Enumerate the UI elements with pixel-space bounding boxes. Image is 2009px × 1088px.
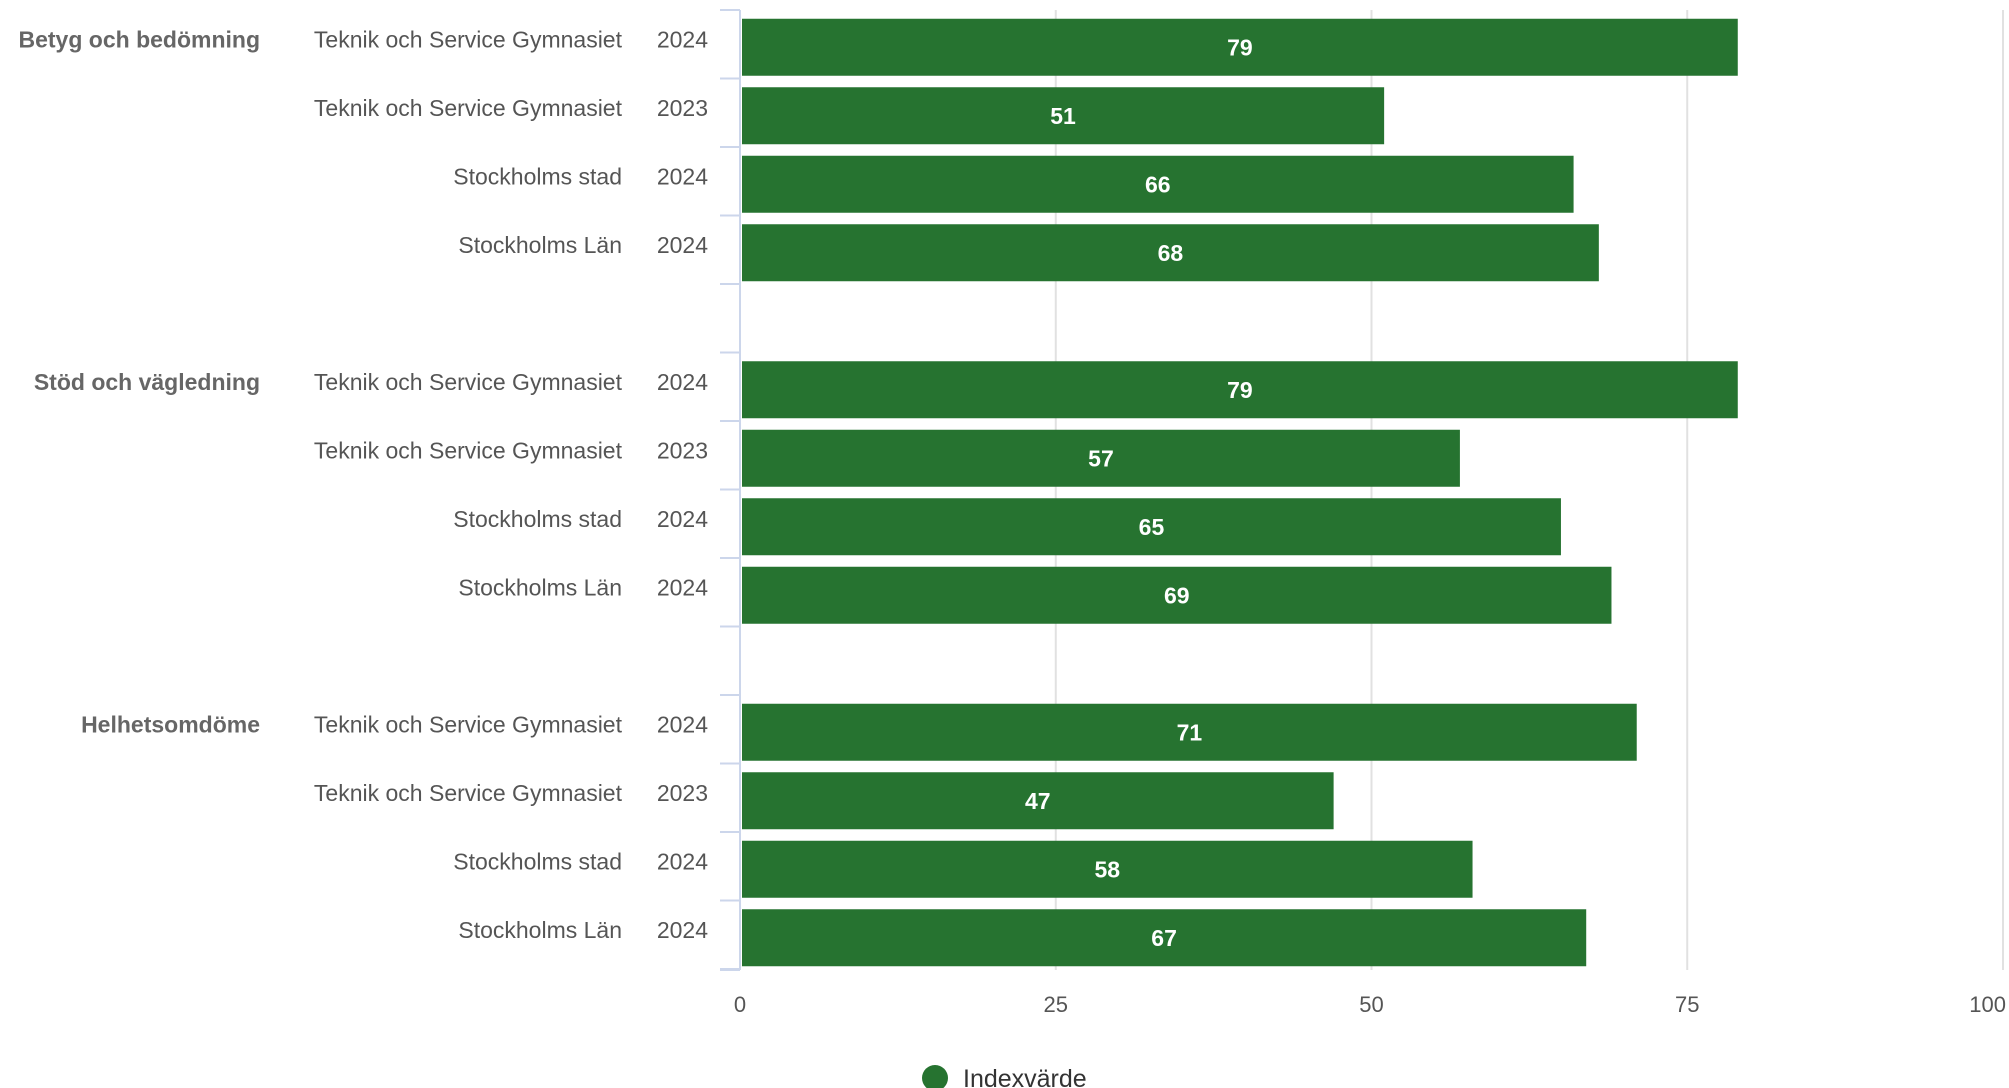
bar[interactable] [742,429,1460,487]
data-label: 57 [1088,445,1114,471]
data-label: 58 [1094,856,1120,882]
category-label: Stockholms Län [458,232,622,258]
x-tick-label: 25 [1044,992,1068,1017]
legend-marker[interactable] [922,1065,948,1088]
year-label: 2023 [657,780,708,806]
data-label: 66 [1145,171,1171,197]
data-label: 79 [1227,377,1253,403]
data-label: 65 [1139,514,1165,540]
bar[interactable] [742,155,1574,213]
bar[interactable] [742,18,1738,76]
year-label: 2023 [657,95,708,121]
legend[interactable]: Indexvärde [922,1065,1087,1088]
year-label: 2024 [657,26,708,52]
data-label: 69 [1164,582,1190,608]
category-label: Stockholms Län [458,574,622,600]
data-label: 47 [1025,788,1051,814]
category-labels: 2024 Teknik och Service Gymnasiet Betyg oc… [19,26,709,943]
category-label: Teknik och Service Gymnasiet [314,711,623,737]
data-label: 79 [1227,34,1253,60]
bars: 79 51 66 68 79 57 65 69 71 47 58 67 [742,18,1738,967]
bar[interactable] [742,498,1561,556]
bar[interactable] [742,566,1612,624]
category-label: Teknik och Service Gymnasiet [314,26,623,52]
group-label: Helhetsomdöme [81,711,260,737]
data-label: 67 [1151,925,1177,951]
category-label: Teknik och Service Gymnasiet [314,437,623,463]
year-label: 2024 [657,848,708,874]
year-label: 2023 [657,437,708,463]
bar[interactable] [742,703,1637,761]
bar[interactable] [742,840,1473,898]
category-axis [720,9,741,971]
bar[interactable] [742,909,1587,967]
bar[interactable] [742,224,1599,282]
year-label: 2024 [657,163,708,189]
x-tick-label: 75 [1675,992,1699,1017]
legend-label[interactable]: Indexvärde [963,1065,1087,1088]
category-label: Teknik och Service Gymnasiet [314,780,623,806]
category-label: Stockholms Län [458,917,622,943]
data-label: 71 [1177,719,1203,745]
data-label: 68 [1158,240,1184,266]
bar[interactable] [742,87,1385,145]
year-label: 2024 [657,917,708,943]
category-label: Teknik och Service Gymnasiet [314,369,623,395]
group-label: Betyg och bedömning [19,26,261,52]
bar[interactable] [742,772,1334,830]
group-label: Stöd och vägledning [34,369,260,395]
x-tick-label: 0 [734,992,746,1017]
category-label: Stockholms stad [453,163,622,189]
data-label: 51 [1050,103,1076,129]
year-label: 2024 [657,711,708,737]
category-label: Stockholms stad [453,506,622,532]
bar[interactable] [742,361,1738,419]
x-axis-ticks: 0 25 50 75 100 [734,992,2006,1017]
year-label: 2024 [657,506,708,532]
year-label: 2024 [657,369,708,395]
category-label: Stockholms stad [453,848,622,874]
year-label: 2024 [657,574,708,600]
x-tick-label: 100 [1969,992,2006,1017]
category-label: Teknik och Service Gymnasiet [314,95,623,121]
x-tick-label: 50 [1359,992,1383,1017]
year-label: 2024 [657,232,708,258]
